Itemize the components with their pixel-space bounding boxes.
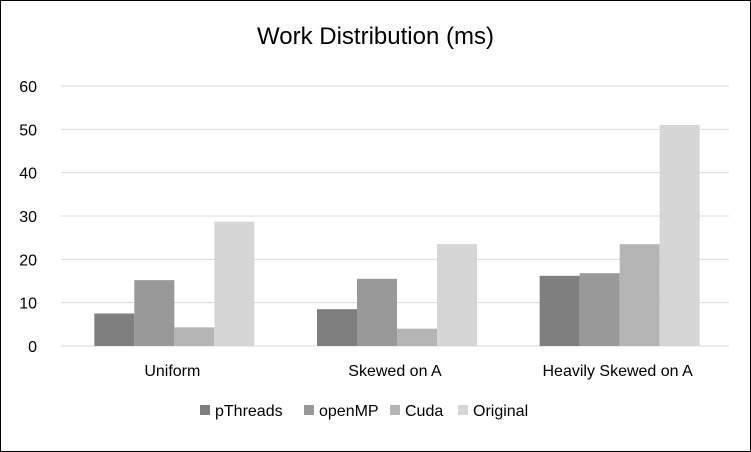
bar-openmp-0 (134, 280, 175, 346)
bars (94, 125, 700, 346)
y-tick-label: 30 (19, 209, 37, 226)
legend: pThreads openMP Cuda Original (200, 403, 528, 420)
y-tick-label: 20 (19, 252, 37, 269)
legend-label: openMP (319, 403, 379, 420)
legend-label: Original (473, 403, 528, 420)
y-tick-label: 60 (19, 79, 37, 96)
legend-swatch-openmp (304, 405, 314, 415)
y-tick-label: 40 (19, 166, 37, 183)
legend-label: Cuda (405, 403, 443, 420)
legend-swatch-cuda (390, 405, 400, 415)
legend-label: pThreads (215, 403, 283, 420)
y-tick-label: 50 (19, 122, 37, 139)
bar-openmp-1 (357, 278, 397, 346)
chart-title: Work Distribution (ms) (257, 23, 494, 50)
category-label: Heavily Skewed on A (543, 363, 694, 380)
legend-swatch-pthreads (200, 405, 210, 415)
bar-pthreads-2 (539, 275, 580, 346)
y-tick-label: 10 (19, 296, 37, 313)
bar-cuda-2 (619, 244, 660, 346)
bar-pthreads-0 (94, 313, 135, 346)
axes: 0 10 20 30 40 50 60 Uniform Skewed on A Heavily S… (19, 79, 693, 380)
bar-original-2 (659, 125, 700, 346)
bar-pthreads-1 (317, 309, 357, 346)
category-label: Skewed on A (348, 363, 442, 380)
y-tick-label: 0 (28, 339, 37, 356)
bar-cuda-0 (174, 327, 215, 346)
bar-openmp-2 (579, 273, 620, 346)
bar-original-0 (214, 221, 255, 346)
bar-original-1 (437, 244, 477, 346)
category-label: Uniform (144, 363, 200, 380)
legend-swatch-original (458, 405, 468, 415)
bar-cuda-1 (397, 328, 437, 346)
